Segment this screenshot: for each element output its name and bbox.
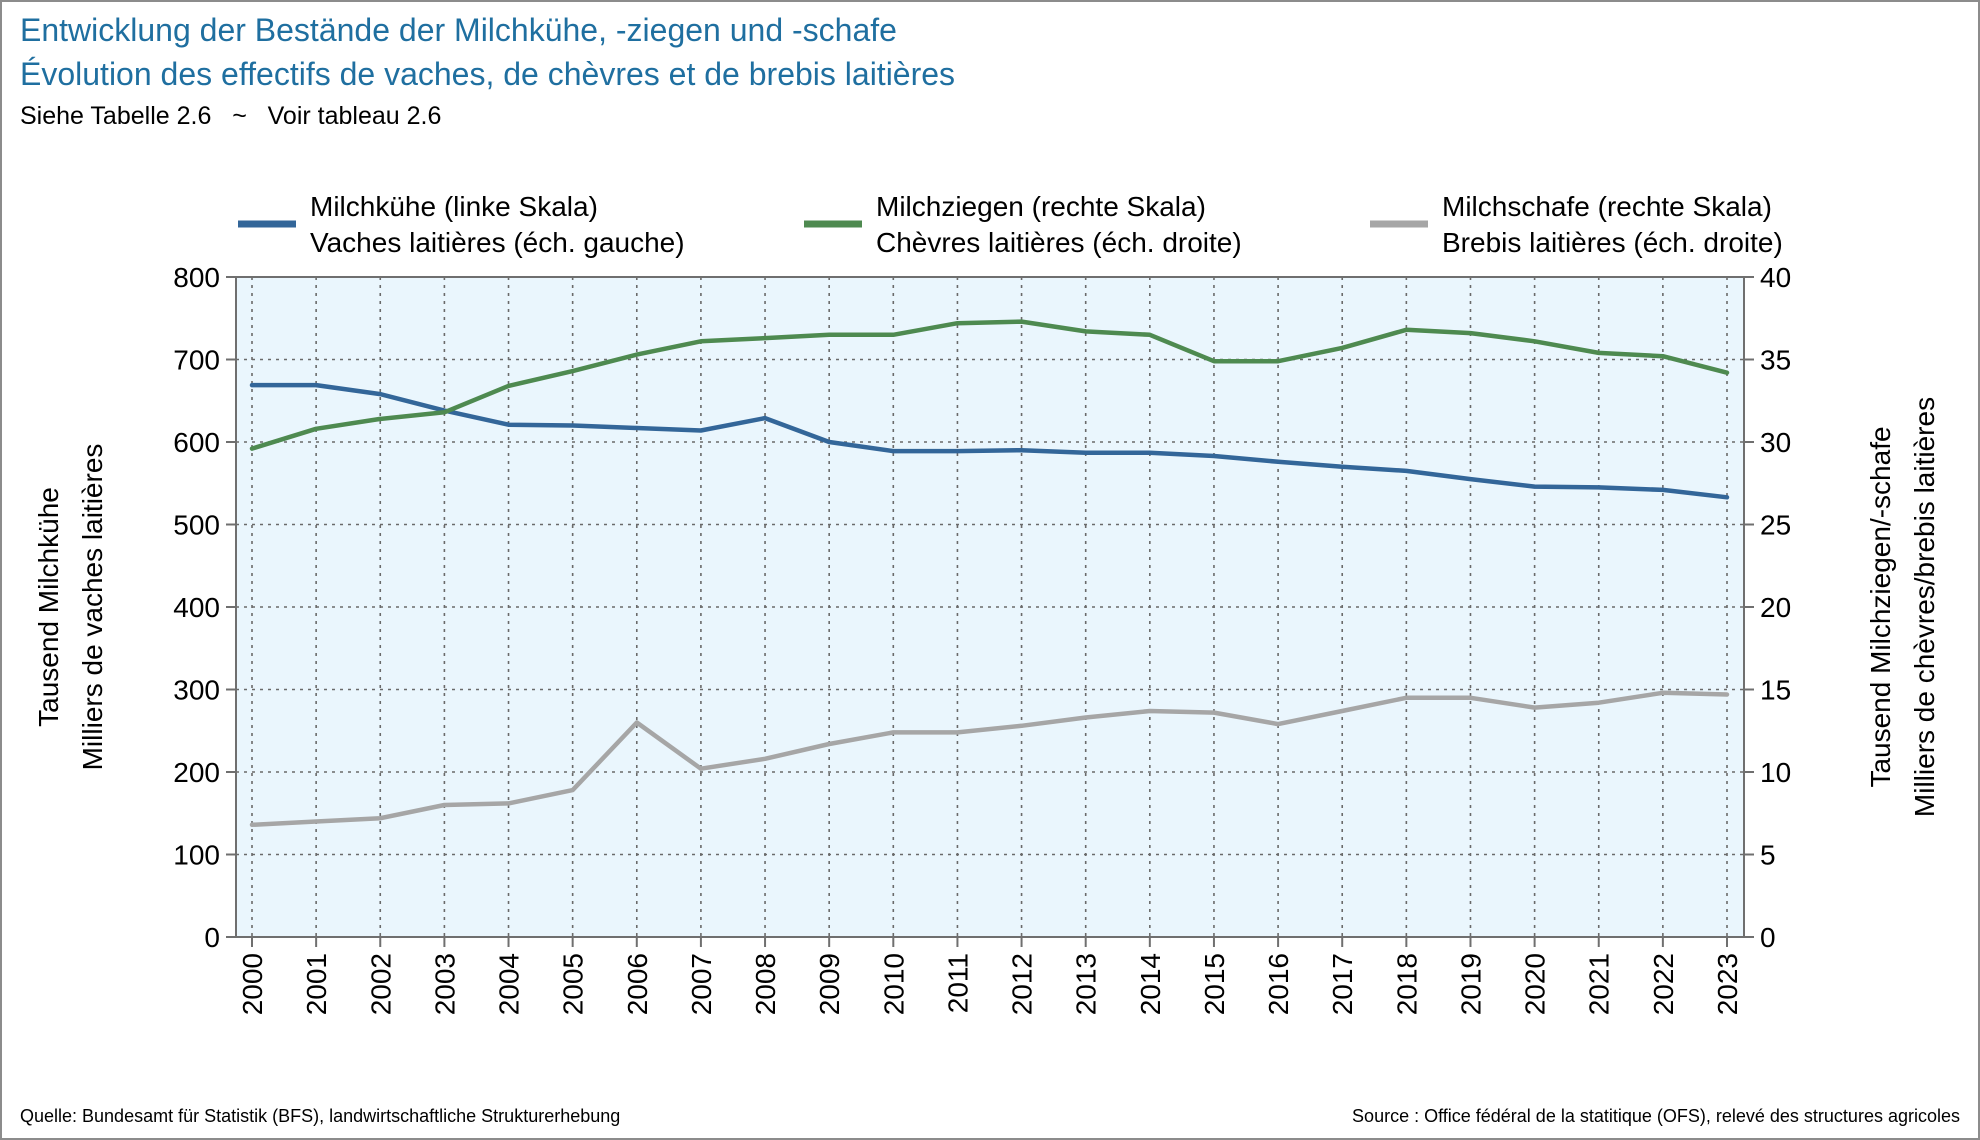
x-axis-ticks: 2000 2001 2002 2003 2004 2005 2006 2007 2008 2009… [237,937,1743,1015]
left-tick-label: 100 [173,840,220,871]
right-axis-ticks: 0 5 10 15 20 25 30 35 40 [1744,262,1791,953]
right-tick-label: 30 [1760,427,1791,458]
left-axis-ticks: 0 100 200 300 400 500 600 700 800 [173,262,236,953]
right-tick-label: 25 [1760,510,1791,541]
left-tick-label: 700 [173,345,220,376]
x-tick-label: 2005 [558,953,589,1015]
legend-label: Vaches laitières (éch. gauche) [310,227,685,258]
chart-title-de: Entwicklung der Bestände der Milchkühe, … [20,12,897,48]
legend-label: Milchkühe (linke Skala) [310,191,598,222]
legend-label: Chèvres laitières (éch. droite) [876,227,1242,258]
x-tick-label: 2003 [429,953,460,1015]
x-tick-label: 2010 [878,953,909,1015]
right-tick-label: 35 [1760,345,1791,376]
x-tick-label: 2002 [365,953,396,1015]
x-tick-label: 2009 [814,953,845,1015]
x-tick-label: 2021 [1584,953,1615,1015]
left-tick-label: 500 [173,510,220,541]
source-note-fr: Source : Office fédéral de la statitique… [1352,1106,1960,1126]
x-tick-label: 2015 [1199,953,1230,1015]
series-lines [249,319,1730,828]
chart-title-fr: Évolution des effectifs de vaches, de ch… [20,56,956,92]
left-tick-label: 800 [173,262,220,293]
x-tick-label: 2017 [1327,953,1358,1015]
right-tick-label: 15 [1760,675,1791,706]
axis-labels: Tausend Milchkühe Milliers de vaches lait… [33,397,1940,817]
x-tick-label: 2018 [1391,953,1422,1015]
x-tick-label: 2000 [237,953,268,1015]
x-tick-label: 2007 [686,953,717,1015]
right-tick-label: 0 [1760,922,1776,953]
chart-subtitle: Siehe Tabelle 2.6 ~ Voir tableau 2.6 [20,102,442,130]
x-tick-label: 2006 [622,953,653,1015]
legend-label: Milchziegen (rechte Skala) [876,191,1206,222]
x-tick-label: 2019 [1455,953,1486,1015]
right-tick-label: 40 [1760,262,1791,293]
left-axis-label: Milliers de vaches laitières [77,444,108,771]
left-tick-label: 300 [173,675,220,706]
left-tick-label: 0 [204,922,220,953]
x-tick-label: 2012 [1007,953,1038,1015]
right-axis-label: Milliers de chèvres/brebis laitières [1909,397,1940,817]
left-tick-label: 400 [173,592,220,623]
series-line [249,382,1730,500]
right-tick-label: 20 [1760,592,1791,623]
x-tick-label: 2020 [1520,953,1551,1015]
right-tick-label: 5 [1760,840,1776,871]
x-tick-label: 2001 [301,953,332,1015]
x-tick-label: 2004 [494,953,525,1015]
legend-label: Brebis laitières (éch. droite) [1442,227,1783,258]
grid-lines [236,277,1744,937]
x-tick-label: 2022 [1648,953,1679,1015]
x-tick-label: 2011 [942,953,973,1013]
legend-label: Milchschafe (rechte Skala) [1442,191,1772,222]
legend: Milchkühe (linke Skala) Vaches laitières … [238,191,1783,258]
left-axis-label: Tausend Milchkühe [33,487,64,727]
right-axis-label: Tausend Milchziegen/-schafe [1865,426,1896,787]
series-line [249,319,1730,451]
x-tick-label: 2014 [1135,953,1166,1015]
left-tick-label: 600 [173,427,220,458]
x-tick-label: 2016 [1263,953,1294,1015]
series-line [249,690,1730,828]
source-note-de: Quelle: Bundesamt für Statistik (BFS), l… [20,1106,621,1126]
x-tick-label: 2023 [1712,953,1743,1015]
x-tick-label: 2013 [1071,953,1102,1015]
left-tick-label: 200 [173,757,220,788]
right-tick-label: 10 [1760,757,1791,788]
x-tick-label: 2008 [750,953,781,1015]
